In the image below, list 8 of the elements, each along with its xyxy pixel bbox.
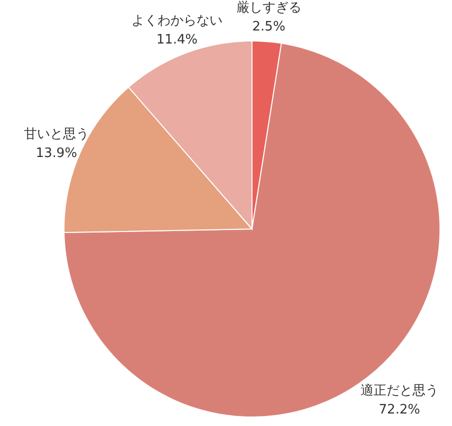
data-label: 13.9% [36,146,78,162]
slice-label: よくわからない [131,14,222,29]
data-label: 2.5% [252,20,286,35]
slice-label: 適正だと思う [360,382,438,398]
data-label: 11.4% [156,32,198,48]
slice-label: 厳しすぎる [236,0,302,16]
slice-label: 甘いと思う [24,127,89,142]
data-label: 72.2% [378,402,420,418]
